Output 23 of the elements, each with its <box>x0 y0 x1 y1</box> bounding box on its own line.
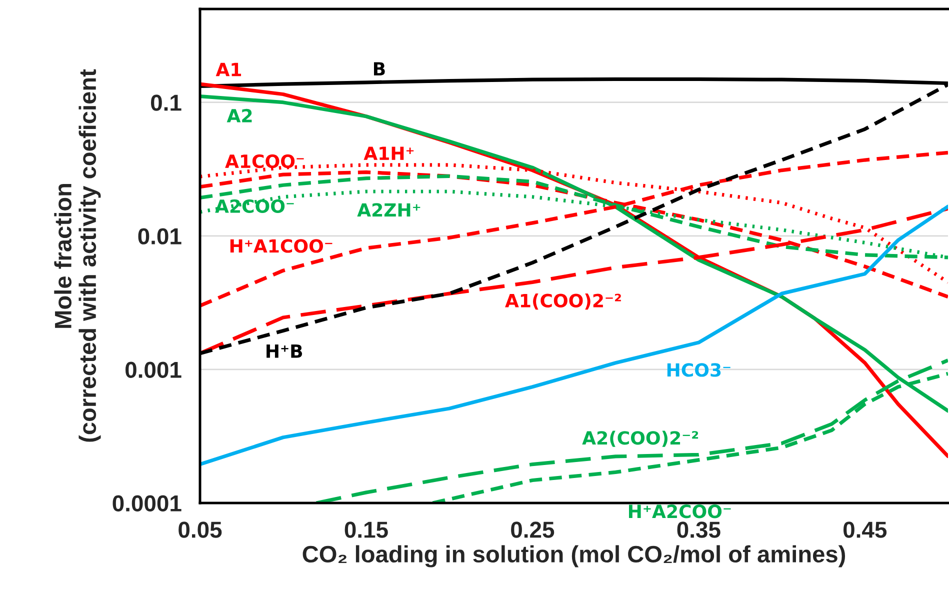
x-axis-title: CO₂ loading in solution (mol CO₂/mol of amines) <box>302 545 846 568</box>
series-label: A1H⁺ <box>364 146 414 160</box>
series-label: H⁺A1COO⁻ <box>230 239 332 253</box>
series-label: A2 <box>226 108 252 122</box>
series-label: H⁺B <box>266 344 302 358</box>
series-label: B <box>374 62 385 76</box>
x-tick-label: 0.15 <box>344 522 388 538</box>
series-label: HCO3⁻ <box>667 363 730 377</box>
series-label: A1 <box>216 62 242 76</box>
series-label: A1COO⁻ <box>225 154 304 168</box>
x-tick-label: 0.05 <box>178 522 222 538</box>
y-tick-label: 0.001 <box>126 362 182 378</box>
series-label: A2ZH⁺ <box>357 203 420 216</box>
y-tick-label: 0.0001 <box>112 495 182 512</box>
x-tick-label: 0.25 <box>511 522 554 538</box>
series-label: A2(COO)2⁻² <box>582 430 698 447</box>
series-label: H⁺A2COO⁻ <box>628 504 731 518</box>
series-label: A1(COO)2⁻² <box>505 293 621 310</box>
y-axis-title: Mole fraction (corrected with activity coeficient <box>54 69 101 442</box>
y-tick-label: 0.1 <box>150 94 182 111</box>
x-tick-label: 0.35 <box>677 522 720 538</box>
y-tick-label: 0.01 <box>138 228 182 244</box>
x-tick-label: 0.45 <box>843 522 887 538</box>
